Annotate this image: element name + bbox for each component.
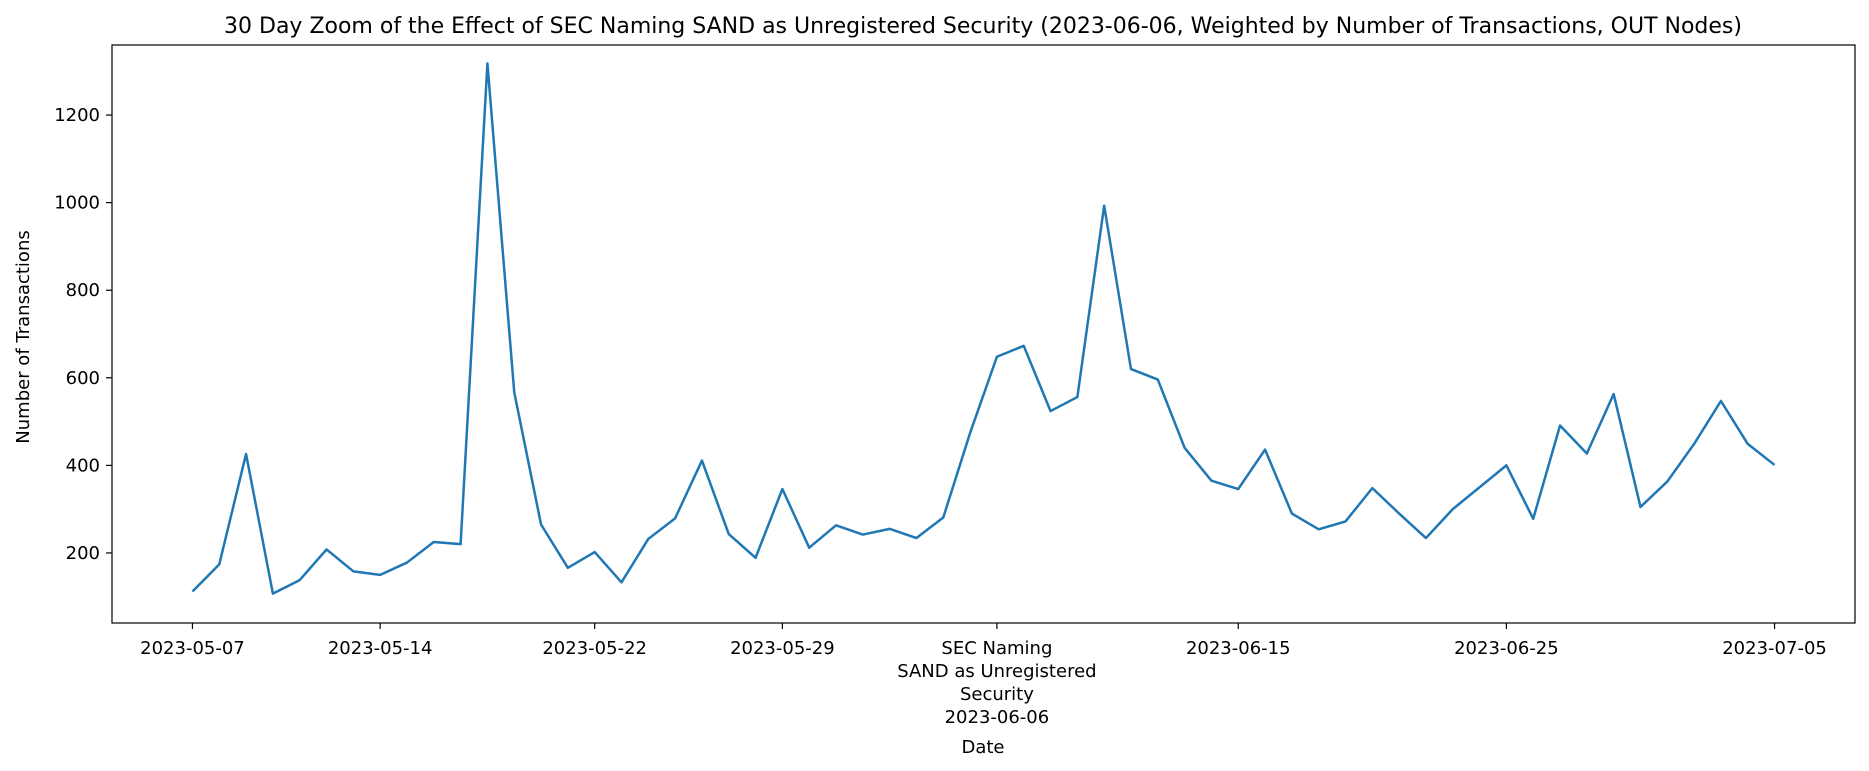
plot-area	[111, 44, 1856, 624]
x-axis-label: Date	[961, 737, 1004, 758]
y-tick-label: 200	[66, 543, 100, 564]
y-tick-label: 1200	[54, 105, 100, 126]
y-tick-label: 1000	[54, 193, 100, 214]
plot-frame	[111, 44, 1856, 624]
x-tick-label: SEC Naming SAND as Unregistered Security 20…	[897, 638, 1096, 728]
series-line	[191, 62, 1776, 595]
x-tick-label: 2023-05-29	[730, 638, 835, 659]
x-tick-label: 2023-07-05	[1722, 638, 1827, 659]
x-tick-label: 2023-06-25	[1454, 638, 1559, 659]
x-tick-label: 2023-05-22	[542, 638, 647, 659]
x-axis: 2023-05-07 2023-05-14 2023-05-22 2023-05-29…	[140, 623, 1827, 728]
y-tick-label: 800	[66, 280, 100, 301]
y-tick-label: 600	[66, 368, 100, 389]
chart-title: 30 Day Zoom of the Effect of SEC Naming …	[224, 14, 1742, 39]
y-axis: 200 400 600 800 1000 1200	[54, 105, 112, 564]
x-tick-label: 2023-05-14	[328, 638, 433, 659]
y-axis-label: Number of Transactions	[13, 230, 34, 443]
y-tick-label: 400	[66, 455, 100, 476]
x-tick-label: 2023-06-15	[1186, 638, 1291, 659]
x-tick-label: 2023-05-07	[140, 638, 245, 659]
